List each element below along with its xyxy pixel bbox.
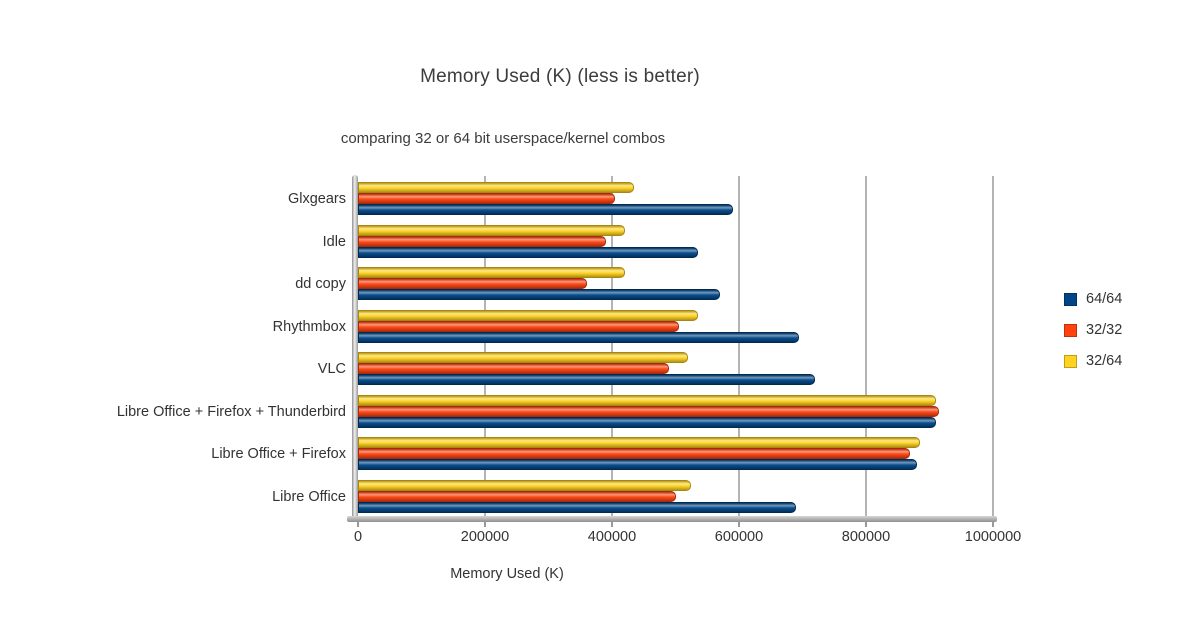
bar-32-64-libre-office-firefox <box>358 437 920 448</box>
bar-64-64-rhythmbox <box>358 331 800 343</box>
category-row <box>358 263 993 306</box>
axis-tick-mark <box>865 522 867 527</box>
category-label: Libre Office + Firefox + Thunderbird <box>116 403 346 420</box>
bar-32-32-vlc <box>358 363 670 374</box>
bar-32-64-dd-copy <box>358 267 625 278</box>
category-axis-labels: Glxgears Idle dd copy Rhythmbox VLC Libre Off… <box>16 178 346 518</box>
bar-64-64-glxgears <box>358 204 733 215</box>
bar-32-32-idle <box>358 235 606 247</box>
x-tick-label: 0 <box>353 529 363 545</box>
x-tick-label: 400000 <box>587 529 637 545</box>
x-axis-floor <box>347 516 997 522</box>
bar-64-64-libre-office-firefox <box>358 459 917 470</box>
category-row <box>358 476 993 519</box>
legend-item-32-32: 32/32 <box>1064 322 1122 338</box>
bar-32-64-libre-office-firefox-thunderbird <box>358 394 936 406</box>
axis-tick-mark <box>992 522 994 527</box>
bar-32-64-rhythmbox <box>358 309 698 321</box>
gridline <box>484 176 486 516</box>
x-tick-label: 600000 <box>714 529 764 545</box>
x-tick-label: 800000 <box>841 529 891 545</box>
axis-tick-mark <box>738 522 740 527</box>
category-row <box>358 306 993 349</box>
category-row <box>358 433 993 476</box>
x-tick-label: 1000000 <box>964 529 1022 545</box>
y-axis-line <box>352 175 358 519</box>
bar-32-32-libre-office-firefox-thunderbird <box>358 405 940 417</box>
chart-title: Memory Used (K) (less is better) <box>420 66 700 87</box>
category-row <box>358 178 993 221</box>
category-row <box>358 348 993 391</box>
gridline <box>992 176 994 516</box>
bar-32-64-glxgears <box>358 182 635 193</box>
bar-64-64-dd-copy <box>358 289 720 300</box>
category-label: Libre Office + Firefox <box>211 446 346 463</box>
category-row <box>358 221 993 264</box>
bar-32-32-dd-copy <box>358 278 587 289</box>
legend-swatch-icon <box>1064 323 1077 337</box>
category-label: dd copy <box>295 276 346 293</box>
legend-item-64-64: 64/64 <box>1064 291 1122 307</box>
plot-area <box>347 175 997 527</box>
gridline <box>865 176 867 516</box>
bar-32-32-rhythmbox <box>358 320 679 332</box>
x-tick-label: 200000 <box>460 529 510 545</box>
legend-label: 64/64 <box>1086 291 1123 307</box>
axis-tick-mark <box>611 522 613 527</box>
bar-64-64-vlc <box>358 374 816 385</box>
category-label: Libre Office <box>272 488 346 505</box>
chart-subtitle: comparing 32 or 64 bit userspace/kernel … <box>340 130 666 147</box>
bar-64-64-libre-office-firefox-thunderbird <box>358 416 936 428</box>
x-axis-title: Memory Used (K) <box>450 566 564 582</box>
category-label: Rhythmbox <box>272 318 346 335</box>
axis-tick-mark <box>357 522 359 527</box>
category-label: Idle <box>322 233 346 250</box>
bar-64-64-idle <box>358 246 698 258</box>
bar-32-64-idle <box>358 224 625 236</box>
category-row <box>358 391 993 434</box>
bar-32-32-libre-office <box>358 490 676 502</box>
gridline <box>738 176 740 516</box>
bar-32-64-vlc <box>358 352 689 363</box>
bar-32-32-libre-office-firefox <box>358 448 911 459</box>
legend-swatch-icon <box>1064 292 1077 306</box>
legend-label: 32/32 <box>1086 322 1123 338</box>
axis-tick-mark <box>484 522 486 527</box>
bar-32-64-libre-office <box>358 479 692 491</box>
legend-label: 32/64 <box>1086 353 1123 369</box>
legend-swatch-icon <box>1064 354 1077 368</box>
legend: 64/64 32/32 32/64 <box>1064 291 1122 384</box>
category-label: Glxgears <box>287 191 346 208</box>
bar-32-32-glxgears <box>358 193 616 204</box>
legend-item-32-64: 32/64 <box>1064 353 1122 369</box>
bar-64-64-libre-office <box>358 501 797 513</box>
category-label: VLC <box>317 361 346 378</box>
gridline <box>611 176 613 516</box>
